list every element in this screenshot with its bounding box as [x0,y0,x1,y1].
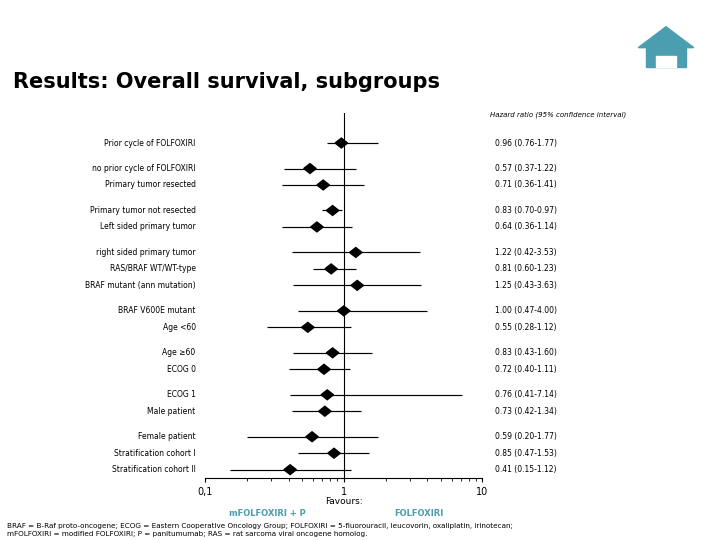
Text: 0.55 (0.28-1.12): 0.55 (0.28-1.12) [495,323,557,332]
Text: Age <60: Age <60 [163,323,196,332]
Text: mFOLFOXIRI + P: mFOLFOXIRI + P [229,509,305,518]
Text: Primary tumor not resected: Primary tumor not resected [90,206,196,215]
Text: Age ≥60: Age ≥60 [163,348,196,357]
Polygon shape [326,206,339,215]
Polygon shape [304,164,316,173]
Text: Results: Overall survival, subgroups: Results: Overall survival, subgroups [14,72,441,92]
Polygon shape [351,280,364,291]
Text: ECOG 0: ECOG 0 [166,365,196,374]
Polygon shape [318,364,330,374]
Text: BRAF = B-Raf proto-oncogene; ECOG = Eastern Cooperative Oncology Group; FOLFOXIR: BRAF = B-Raf proto-oncogene; ECOG = East… [7,523,513,537]
Polygon shape [638,26,694,48]
Text: Hazard ratio (95% confidence interval): Hazard ratio (95% confidence interval) [490,111,626,118]
Text: Primary tumor resected: Primary tumor resected [104,180,196,190]
Polygon shape [319,406,331,416]
Text: 1.22 (0.42-3.53): 1.22 (0.42-3.53) [495,248,557,257]
Text: 0.83 (0.43-1.60): 0.83 (0.43-1.60) [495,348,557,357]
Text: 0.72 (0.40-1.11): 0.72 (0.40-1.11) [495,365,557,374]
Text: Prior cycle of FOLFOXIRI: Prior cycle of FOLFOXIRI [104,139,196,147]
Text: 0.71 (0.36-1.41): 0.71 (0.36-1.41) [495,180,557,190]
FancyBboxPatch shape [647,46,685,67]
Polygon shape [317,180,330,190]
Text: Geissler M, et al. VOLFI: mFOLFOXIRI + panitumumab versus FOLFOXIRI as first-lin: Geissler M, et al. VOLFI: mFOLFOXIRI + p… [49,17,671,38]
Polygon shape [302,322,314,332]
Text: Stratification cohort II: Stratification cohort II [112,465,196,474]
Text: 0.41 (0.15-1.12): 0.41 (0.15-1.12) [495,465,557,474]
Text: 0.85 (0.47-1.53): 0.85 (0.47-1.53) [495,449,557,458]
Text: 0.59 (0.20-1.77): 0.59 (0.20-1.77) [495,432,557,441]
Text: 0.57 (0.37-1.22): 0.57 (0.37-1.22) [495,164,557,173]
Text: FOLFOXIRI: FOLFOXIRI [395,509,444,518]
Polygon shape [326,348,339,358]
Polygon shape [349,247,362,258]
Text: Left sided primary tumor: Left sided primary tumor [100,222,196,232]
Polygon shape [321,390,333,400]
Polygon shape [284,465,297,475]
Text: Stratification cohort I: Stratification cohort I [114,449,196,458]
Text: RAS/BRAF WT/WT-type: RAS/BRAF WT/WT-type [109,265,196,273]
Text: 0.81 (0.60-1.23): 0.81 (0.60-1.23) [495,265,557,273]
Text: right sided primary tumor: right sided primary tumor [96,248,196,257]
Text: 0.73 (0.42-1.34): 0.73 (0.42-1.34) [495,407,557,416]
Text: no prior cycle of FOLFOXIRI: no prior cycle of FOLFOXIRI [92,164,196,173]
Polygon shape [335,138,348,148]
Text: 1.00 (0.47-4.00): 1.00 (0.47-4.00) [495,306,557,315]
Text: 0.76 (0.41-7.14): 0.76 (0.41-7.14) [495,390,557,399]
Polygon shape [311,222,323,232]
Text: 0.83 (0.70-0.97): 0.83 (0.70-0.97) [495,206,557,215]
Polygon shape [338,306,350,316]
FancyBboxPatch shape [657,56,675,67]
Text: 0.64 (0.36-1.14): 0.64 (0.36-1.14) [495,222,557,232]
Text: BRAF mutant (ann mutation): BRAF mutant (ann mutation) [85,281,196,290]
Polygon shape [306,432,318,442]
Text: ECOG 1: ECOG 1 [167,390,196,399]
Polygon shape [328,448,341,458]
Text: 1.25 (0.43-3.63): 1.25 (0.43-3.63) [495,281,557,290]
Text: 0.96 (0.76-1.77): 0.96 (0.76-1.77) [495,139,557,147]
Text: Female patient: Female patient [138,432,196,441]
Text: Male patient: Male patient [148,407,196,416]
Text: Favours:: Favours: [325,497,363,506]
Polygon shape [325,264,338,274]
Text: BRAF V600E mutant: BRAF V600E mutant [118,306,196,315]
